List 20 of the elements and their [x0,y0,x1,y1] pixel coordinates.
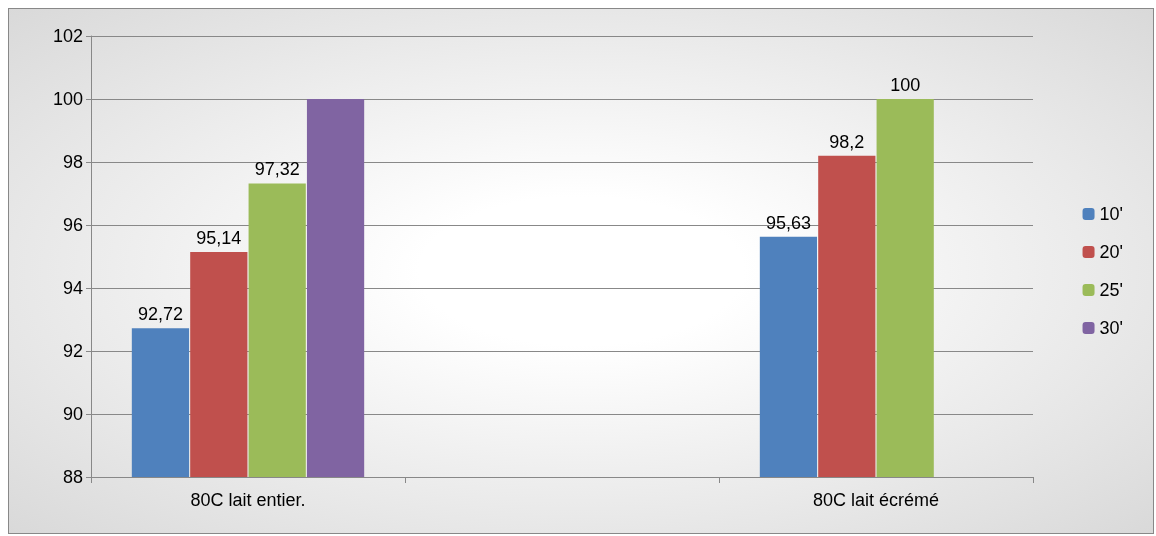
legend-label: 30' [1099,318,1124,338]
y-tick-label: 98 [62,152,83,172]
y-tick-label: 96 [62,215,83,235]
data-label: 95,14 [196,228,242,249]
data-label: 97,32 [254,159,300,180]
y-tick-label: 100 [52,89,83,109]
data-label: 92,72 [137,304,183,325]
legend-label: 25' [1099,280,1124,300]
data-label: 98,2 [829,131,865,152]
legend-label: 20' [1099,242,1124,262]
y-tick-label: 102 [52,26,83,46]
x-tick-label: 80C lait entier. [190,490,306,510]
y-tick-label: 88 [62,467,83,487]
x-tick-label: 80C lait écrémé [812,490,940,510]
y-tick-label: 92 [62,341,83,361]
y-tick-label: 90 [62,404,83,424]
y-tick-label: 94 [62,278,83,298]
data-label: 100 [890,75,921,95]
data-label: 95,63 [765,212,811,233]
legend-label: 10' [1099,204,1124,224]
